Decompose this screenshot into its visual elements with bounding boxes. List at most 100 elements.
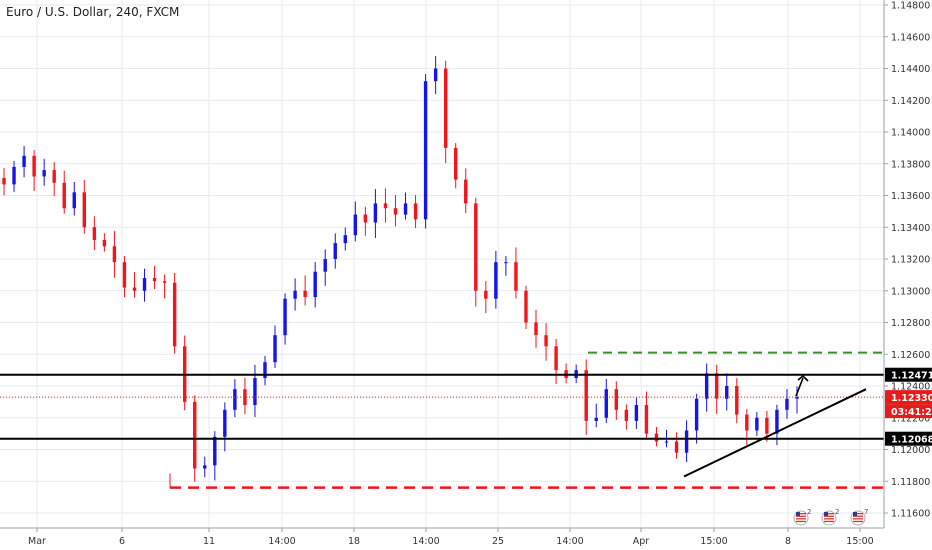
candle-body — [443, 68, 448, 148]
price-tick-label: 1.12400 — [891, 382, 930, 393]
candle-body — [42, 170, 46, 177]
candle-body — [293, 290, 297, 299]
candle-body — [233, 389, 237, 410]
candle-body — [755, 417, 759, 431]
candle-body — [494, 262, 498, 299]
candle-body — [654, 433, 659, 442]
price-tick-label: 1.13600 — [891, 191, 930, 202]
us-flag-icon[interactable]: 2 — [821, 508, 839, 526]
time-tick-label: 18 — [348, 536, 360, 547]
time-tick-label: 14:00 — [412, 536, 439, 547]
candle-body — [363, 214, 368, 223]
candle-body — [644, 405, 649, 434]
flag-stripe — [853, 518, 863, 520]
candle-body — [634, 405, 639, 421]
candle-body — [383, 203, 388, 209]
price-tick-label: 1.14800 — [891, 1, 930, 12]
price-tick-label: 1.14200 — [891, 96, 930, 107]
candle-body — [82, 192, 87, 228]
candle-body — [142, 278, 147, 291]
candle-body — [725, 386, 729, 399]
candle-body — [684, 430, 689, 453]
time-tick-label: Apr — [633, 536, 650, 547]
candle-body — [704, 373, 709, 399]
flag-stripe — [853, 520, 863, 523]
candle-body — [624, 409, 629, 421]
price-tick-label: 1.13200 — [891, 255, 930, 266]
event-count-badge: 7 — [864, 508, 868, 516]
price-tick-label: 1.13400 — [891, 223, 930, 234]
candle-body — [745, 414, 749, 431]
candle-body — [333, 243, 337, 259]
candle-body — [32, 155, 36, 177]
candle-body — [52, 170, 56, 183]
flag-stripe — [796, 518, 806, 520]
candle-body — [554, 346, 558, 371]
candle-body — [544, 335, 548, 347]
flag-stripe — [824, 518, 834, 520]
candle-body — [92, 227, 97, 240]
time-tick-label: Mar — [28, 536, 46, 547]
us-flag-icon[interactable]: 7 — [850, 508, 868, 526]
candle-body — [253, 378, 257, 406]
countdown-label: 03:41:21 — [891, 407, 932, 418]
candle-body — [534, 322, 538, 336]
current-price-label-bg — [885, 390, 932, 405]
candle-body — [283, 298, 287, 336]
support-price-label: 1.12068 — [891, 435, 932, 446]
event-count-badge: 2 — [807, 508, 811, 516]
candle-body — [514, 262, 518, 291]
price-tick-label: 1.14600 — [891, 32, 930, 43]
candle-body — [122, 262, 127, 288]
flag-stripe — [796, 513, 806, 515]
candle-body — [614, 389, 619, 410]
flag-canton — [824, 512, 828, 516]
flag-stripe — [824, 513, 834, 515]
candle-body — [193, 401, 197, 469]
flag-stripe — [824, 515, 834, 517]
event-count-badge: 2 — [835, 508, 839, 516]
candle-body — [223, 409, 227, 437]
candle-body — [313, 271, 317, 298]
candle-body — [694, 398, 699, 431]
us-flag-icon[interactable]: 2 — [793, 508, 811, 526]
candle-body — [584, 370, 588, 421]
candle-body — [152, 278, 157, 282]
candle-body — [303, 290, 307, 298]
time-tick-label: 8 — [785, 536, 791, 547]
candle-body — [102, 239, 107, 247]
candle-body — [132, 287, 137, 291]
candle-body — [213, 436, 217, 466]
candle-body — [785, 398, 789, 410]
time-tick-label: 6 — [119, 536, 125, 547]
time-tick-label: 25 — [492, 536, 504, 547]
flag-stripe — [853, 513, 863, 515]
flag-canton — [853, 512, 857, 516]
candle-body — [604, 389, 608, 418]
candle-body — [524, 290, 528, 323]
candles — [2, 56, 799, 482]
current-price-label: 1.12330 — [891, 393, 932, 404]
symbol-title: Euro / U.S. Dollar, 240, FXCM — [6, 5, 180, 19]
flag-canton — [796, 512, 800, 516]
candle-body — [765, 417, 769, 434]
resistance-price-label-bg — [885, 367, 932, 382]
candle-body — [735, 386, 739, 415]
price-tick-label: 1.14000 — [891, 128, 930, 139]
candle-body — [203, 465, 207, 469]
flag-stripe — [853, 515, 863, 517]
candle-body — [484, 290, 488, 299]
price-tick-label: 1.12800 — [891, 318, 930, 329]
candle-body — [714, 373, 719, 399]
candle-body — [464, 179, 468, 204]
candle-body — [343, 235, 347, 244]
resistance-price-label: 1.12471 — [891, 371, 932, 382]
candle-body — [504, 262, 508, 264]
grid-lines — [0, 0, 884, 528]
candle-body — [433, 68, 438, 82]
flag-stripe — [796, 520, 806, 523]
price-tick-label: 1.14400 — [891, 64, 930, 75]
candle-body — [72, 192, 76, 209]
